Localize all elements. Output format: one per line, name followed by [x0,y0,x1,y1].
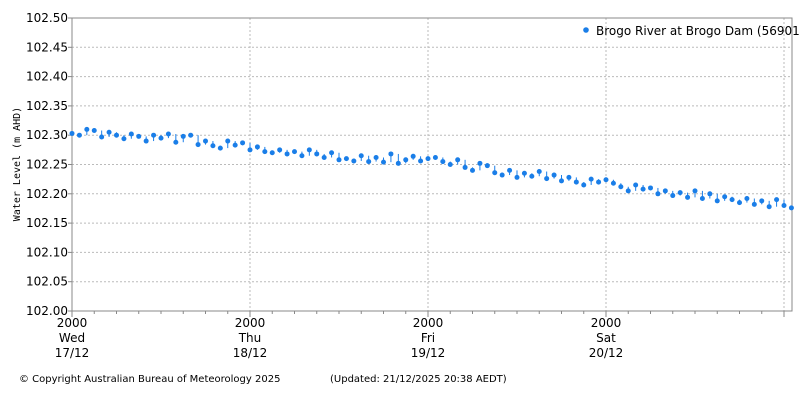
y-tick-label: 102.20 [26,187,68,201]
x-tick-day: Wed [59,331,85,345]
updated-text: (Updated: 21/12/2025 20:38 AEDT) [330,374,507,385]
x-tick-time: 2000 [413,316,444,330]
legend-marker [583,27,589,33]
y-tick-label: 102.50 [26,11,68,25]
y-axis-label: Water Level (m AHD) [12,107,23,221]
plot-frame [71,17,793,312]
x-tick-date: 17/12 [55,346,90,360]
y-tick-label: 102.40 [26,70,68,84]
x-tick-time: 2000 [57,316,88,330]
y-tick-label: 102.15 [26,216,68,230]
y-tick-label: 102.05 [26,275,68,289]
y-tick-label: 102.25 [26,158,68,172]
x-tick-day: Thu [238,331,262,345]
x-tick-time: 2000 [591,316,622,330]
x-tick-date: 18/12 [233,346,268,360]
x-tick-day: Sat [596,331,616,345]
data-point [69,130,75,136]
legend-label: Brogo River at Brogo Dam (569016) [596,24,800,38]
y-tick-label: 102.10 [26,245,68,259]
x-tick-date: 19/12 [411,346,446,360]
x-tick-date: 20/12 [589,346,624,360]
copyright-text: © Copyright Australian Bureau of Meteoro… [19,374,281,385]
y-tick-label: 102.35 [26,99,68,113]
x-tick-time: 2000 [235,316,266,330]
y-tick-label: 102.00 [26,304,68,318]
y-tick-label: 102.30 [26,128,68,142]
y-tick-label: 102.45 [26,40,68,54]
x-tick-day: Fri [421,331,435,345]
